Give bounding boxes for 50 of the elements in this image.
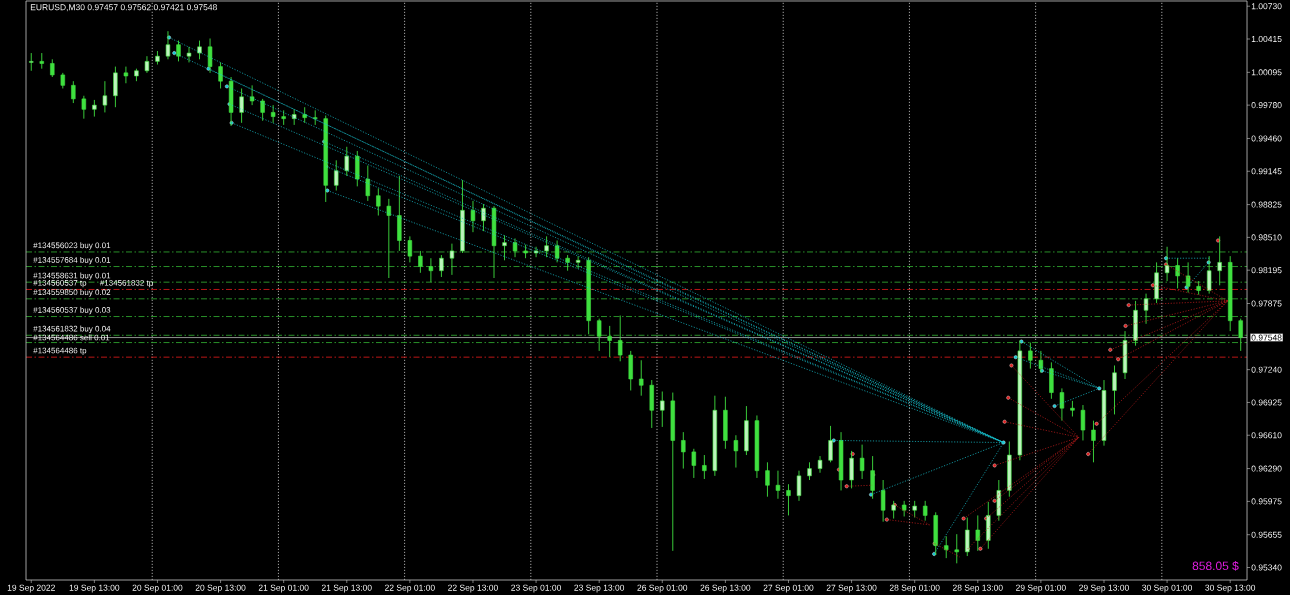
x-tick-label: 23 Sep 01:00	[511, 584, 562, 593]
annotation: #134561832 tp	[99, 280, 153, 288]
x-tick-label: 28 Sep 01:00	[889, 584, 940, 593]
y-tick-label: 0.98510	[1251, 234, 1282, 241]
ref-line-label: #134561832 buy 0.04	[33, 325, 111, 334]
y-tick-label: 0.99145	[1251, 168, 1282, 175]
x-tick-label: 21 Sep 01:00	[258, 584, 309, 593]
y-tick-label: 0.95655	[1251, 531, 1282, 538]
y-tick-label: 1.00095	[1251, 69, 1282, 76]
y-tick-label: 0.99780	[1251, 102, 1282, 109]
ref-line-label: #134564486 sell 0.01	[33, 334, 110, 341]
y-tick-label: 0.98825	[1251, 201, 1282, 208]
ref-line-label: #134558631 buy 0.01	[33, 272, 111, 280]
y-tick-label: 0.97875	[1251, 300, 1282, 307]
ref-line-label: #134560537 tp	[33, 280, 87, 288]
y-tick-label: 0.99460	[1251, 135, 1282, 142]
y-tick-label: 0.95975	[1251, 498, 1282, 505]
chart-title: EURUSD,M30 0.97457 0.97562 0.97421 0.97548	[30, 4, 217, 12]
x-tick-label: 27 Sep 13:00	[826, 584, 877, 593]
x-tick-label: 26 Sep 01:00	[637, 584, 688, 593]
y-tick-label: 0.97240	[1251, 366, 1282, 373]
y-tick-label: 0.96610	[1251, 432, 1282, 439]
ref-line-label: #134557684 buy 0.01	[33, 256, 111, 265]
x-tick-label: 20 Sep 13:00	[195, 584, 246, 593]
x-tick-label: 19 Sep 13:00	[69, 584, 120, 593]
y-tick-label: 0.98195	[1251, 267, 1282, 274]
x-tick-label: 23 Sep 13:00	[574, 584, 625, 593]
ref-line-label: 0.97548	[1251, 334, 1282, 341]
y-tick-label: 0.95340	[1251, 564, 1282, 571]
x-tick-label: 22 Sep 01:00	[385, 584, 435, 593]
annotation: 858.05 $	[1192, 561, 1239, 571]
x-tick-label: 26 Sep 13:00	[700, 584, 751, 593]
x-tick-label: 20 Sep 01:00	[132, 584, 183, 593]
ref-line-label: #134556023 buy 0.01	[33, 242, 111, 250]
ref-line-label: #134560537 buy 0.03	[33, 306, 111, 315]
ref-line-label: #134564486 tp	[33, 347, 87, 355]
x-tick-label: 30 Sep 01:00	[1142, 584, 1193, 593]
y-tick-label: 0.96290	[1251, 465, 1282, 472]
x-tick-label: 29 Sep 01:00	[1016, 584, 1066, 593]
x-tick-label: 30 Sep 13:00	[1205, 584, 1256, 593]
x-tick-label: 21 Sep 13:00	[321, 584, 372, 593]
x-tick-label: 27 Sep 01:00	[763, 584, 814, 593]
y-tick-label: 1.00415	[1251, 35, 1282, 43]
ref-line-label: #134559850 buy 0.02	[33, 289, 111, 297]
x-tick-label: 19 Sep 2022	[7, 584, 55, 593]
y-tick-label: 1.00730	[1251, 3, 1282, 10]
x-tick-label: 22 Sep 13:00	[448, 584, 498, 593]
y-tick-label: 0.96925	[1251, 399, 1282, 406]
x-tick-label: 29 Sep 13:00	[1079, 584, 1129, 593]
x-tick-label: 28 Sep 13:00	[952, 584, 1003, 593]
